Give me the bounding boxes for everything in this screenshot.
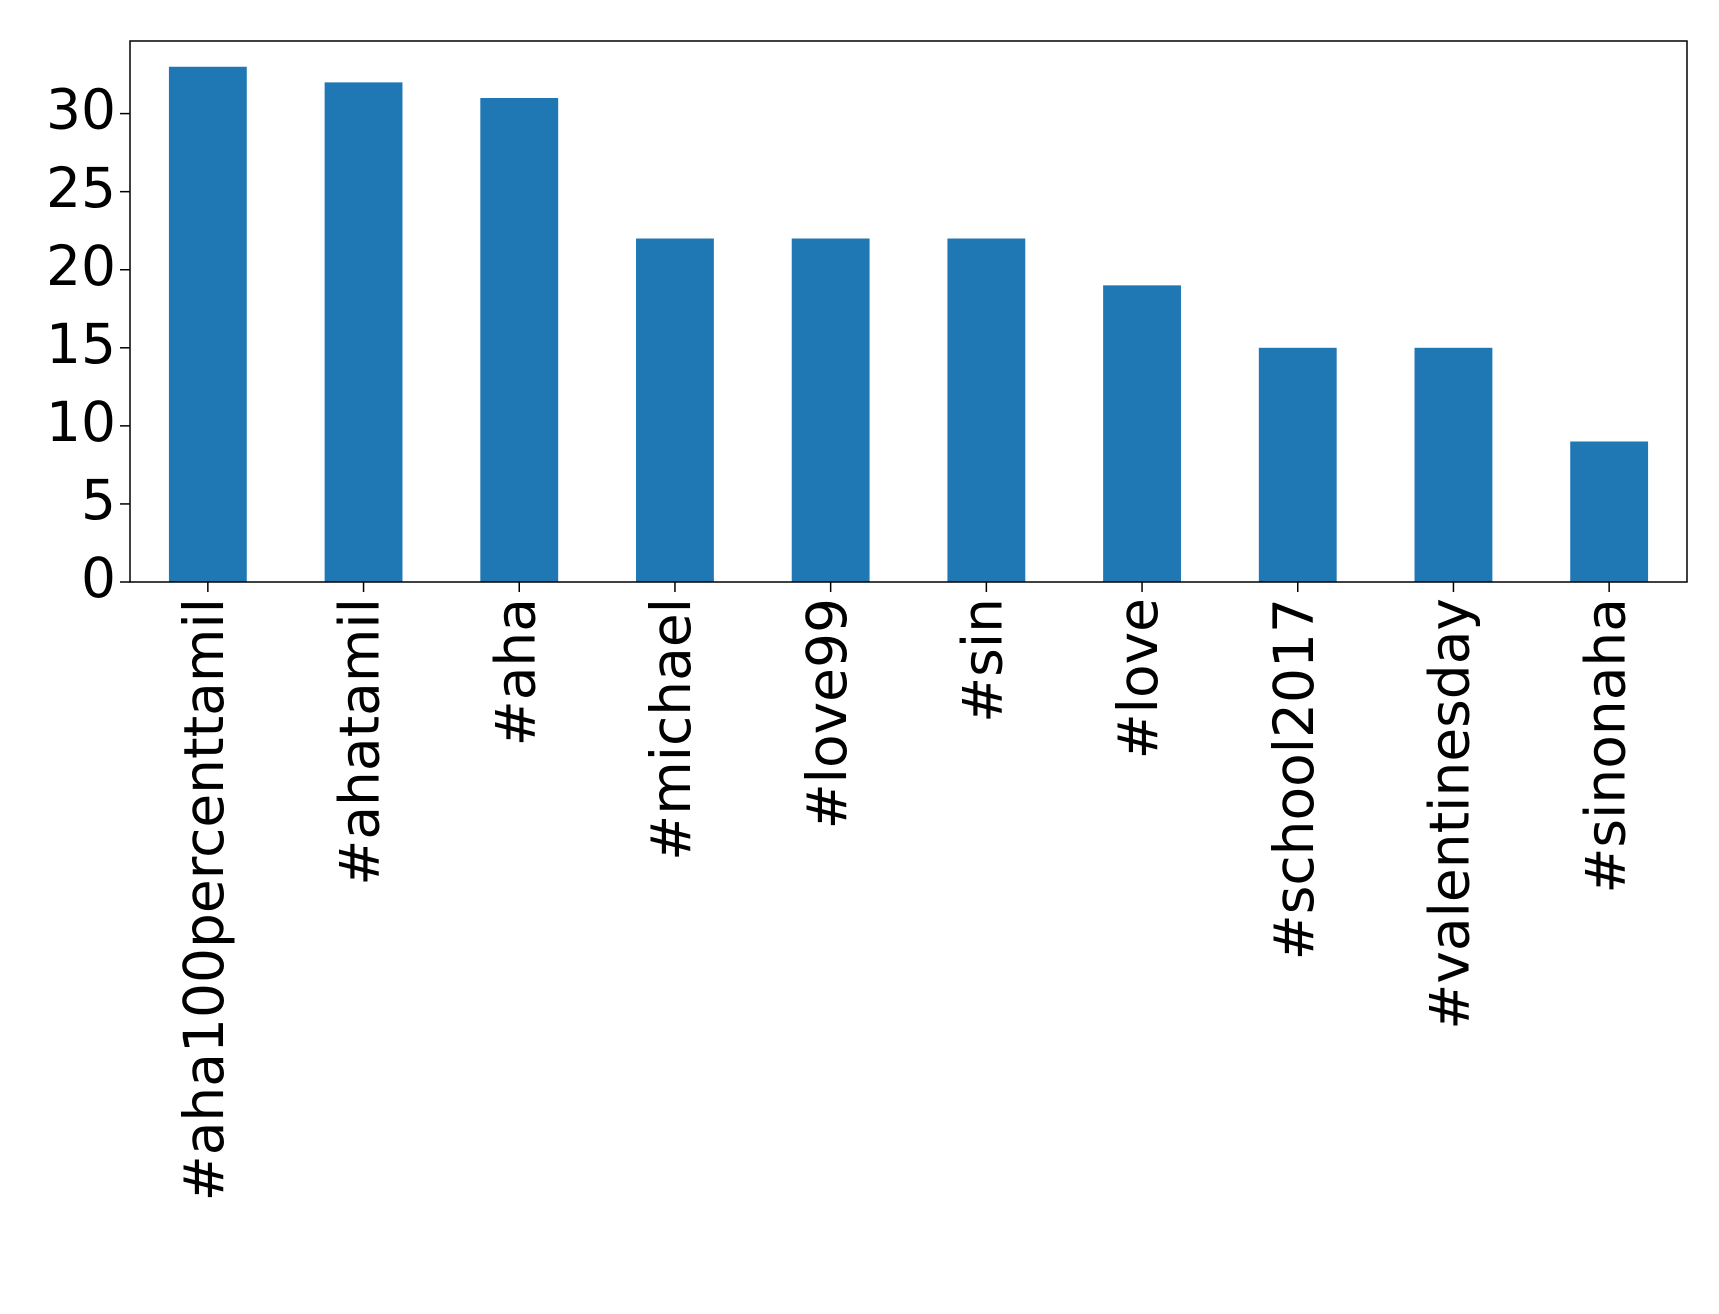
bar [636,238,714,582]
x-tick-label: #ahatamil [328,598,392,886]
bar [1258,347,1337,582]
bar [1103,285,1181,582]
bar [1414,347,1493,582]
x-tick-label: #love99 [795,598,859,829]
bar [480,97,559,582]
x-tick-label: #sinonaha [1573,598,1637,894]
y-tick-label: 20 [46,234,116,298]
bar [791,238,870,582]
y-tick-label: 15 [46,312,116,376]
y-tick-label: 0 [81,546,116,610]
x-tick-label: #love [1106,598,1170,759]
y-tick-label: 10 [46,390,116,454]
bar [947,238,1026,582]
x-tick-label: #michael [639,598,703,861]
x-tick-label: #aha100percenttamil [172,598,236,1201]
x-tick-label: #valentinesday [1418,598,1482,1030]
x-tick-label: #aha [483,598,547,746]
y-tick-label: 25 [46,156,116,220]
y-tick-label: 5 [81,468,116,532]
bar [168,66,247,582]
bar [1570,441,1649,582]
y-tick-label: 30 [46,78,116,142]
x-tick-label: #school2017 [1262,598,1326,960]
x-tick-label: #sin [950,598,1014,723]
plot-frame [129,40,1688,583]
bar [324,82,403,582]
